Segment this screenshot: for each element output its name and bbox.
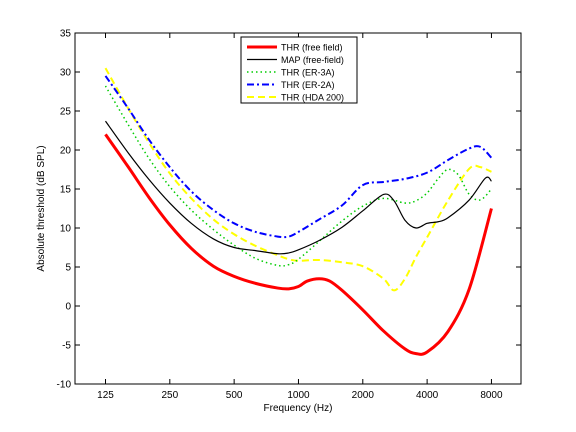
legend-label: THR (free field) [281,43,343,53]
y-tick-label: 15 [60,185,72,196]
legend: THR (free field) MAP (free-field) THR (ER-… [240,36,358,104]
x-tick-label: 125 [97,390,114,401]
y-tick-label: 20 [60,146,72,157]
legend-label: THR (HDA 200) [281,93,344,103]
y-tick-label: 5 [65,263,71,274]
x-tick-label: 8000 [480,390,503,401]
y-tick-label: -10 [57,380,72,391]
series-line [104,67,492,292]
y-tick-label: 10 [60,224,72,235]
y-tick-label: 30 [60,68,72,79]
y-tick-label: 35 [60,29,72,40]
x-axis-label: Frequency (Hz) [264,403,333,414]
ticks-layer: 125 250 500 1000 2000 4000 8000 -10 -5 0 5 10 15 20 25… [57,29,521,401]
legend-label: THR (ER-2A) [281,80,335,90]
series-line [104,133,493,356]
series-line [105,120,492,255]
series-line [104,85,493,267]
legend-label: MAP (free-field) [281,55,344,65]
y-tick-label: 0 [65,302,71,313]
x-tick-label: 1000 [287,390,310,401]
legend-label: THR (ER-3A) [281,68,335,78]
series-layer [104,67,493,356]
x-tick-label: 4000 [416,390,439,401]
y-tick-label: -5 [62,341,71,352]
y-tick-label: 25 [60,107,72,118]
y-axis-label: Absolute threshold (dB SPL) [36,145,47,271]
x-tick-label: 2000 [352,390,375,401]
series-line [104,75,493,239]
x-tick-label: 500 [226,390,243,401]
x-tick-label: 250 [161,390,178,401]
